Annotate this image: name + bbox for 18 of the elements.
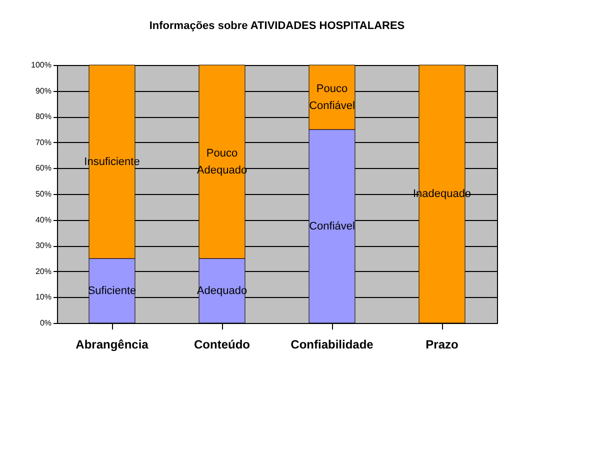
y-tick-label: 30% — [35, 241, 52, 250]
y-tick-label: 20% — [35, 266, 52, 276]
y-tick-label: 90% — [35, 86, 52, 96]
y-tick-label: 0% — [40, 318, 52, 328]
y-tick-label: 70% — [35, 138, 52, 147]
y-tick-label: 10% — [35, 292, 52, 302]
x-tick-label: Confiabilidade — [290, 338, 374, 352]
data-label: Confiável — [309, 220, 355, 232]
y-tick-label: 60% — [35, 164, 52, 173]
x-tick-label: Conteúdo — [194, 338, 250, 352]
y-tick-label: 40% — [35, 215, 52, 224]
y-tick-label: 100% — [31, 60, 52, 70]
x-tick-label: Prazo — [426, 338, 458, 352]
x-tick-label: Abrangência — [76, 338, 149, 352]
y-tick-label: 50% — [35, 190, 52, 198]
data-label: Pouco Confiável — [309, 82, 355, 112]
chart-title: Informações sobre ATIVIDADES HOSPITALARES — [149, 20, 405, 32]
y-tick-label: 80% — [35, 112, 52, 122]
